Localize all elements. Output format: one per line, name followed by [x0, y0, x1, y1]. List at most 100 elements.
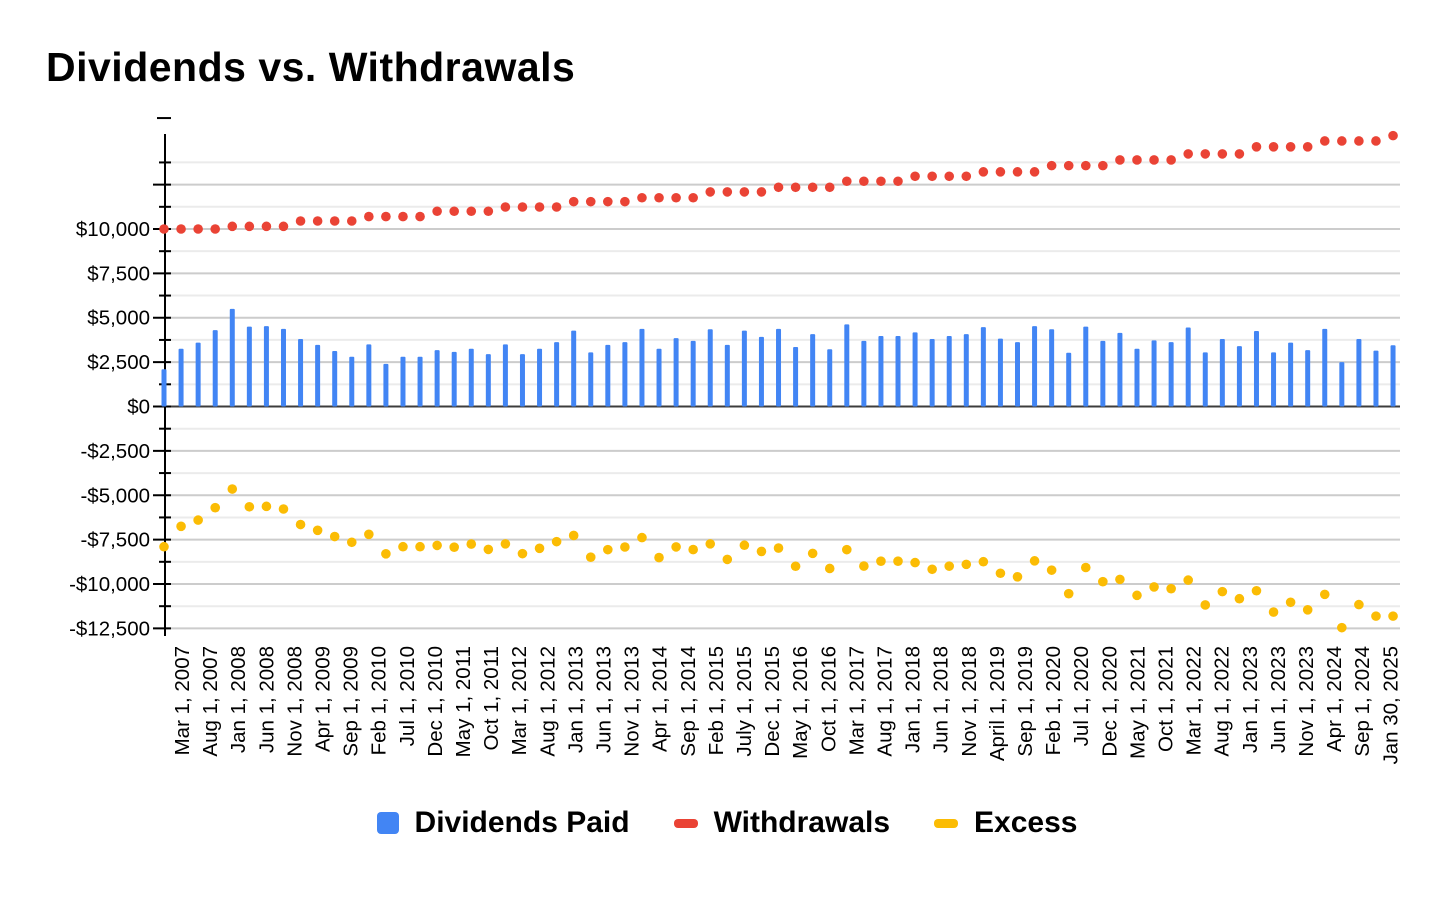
x-axis-tick-label: Feb 1, 2020 [1042, 646, 1065, 755]
excess-point [654, 552, 664, 563]
excess-point [705, 539, 716, 549]
withdrawals-point [466, 206, 477, 217]
dividends-bar [588, 352, 594, 407]
withdrawals-point [517, 202, 528, 212]
excess-point [927, 564, 937, 575]
x-axis-tick-label: Nov 1, 2008 [283, 646, 306, 757]
withdrawals-point [637, 192, 647, 203]
withdrawals-point [585, 196, 596, 207]
x-axis-tick-label: Apr 1, 2024 [1323, 646, 1346, 752]
excess-point [1029, 556, 1040, 566]
x-axis-tick-label: Aug 1, 2007 [199, 646, 222, 757]
dividends-bar [315, 344, 321, 407]
x-axis-tick-label: Mar 1, 2017 [845, 646, 868, 755]
dividends-bar [571, 330, 577, 407]
excess-point [329, 531, 340, 542]
withdrawals-point [244, 221, 255, 232]
x-axis-tick-label: Aug 1, 2012 [536, 646, 559, 757]
dividends-bar [1151, 340, 1157, 407]
dividends-bar [793, 347, 799, 407]
withdrawals-point [312, 216, 323, 226]
dividends-bar [878, 335, 884, 407]
legend-label: Excess [974, 806, 1078, 839]
withdrawals-point [603, 196, 613, 207]
legend-item-dividends-paid[interactable]: Dividends Paid [376, 806, 630, 840]
y-axis-tick-label: -$5,000 [80, 484, 150, 507]
withdrawals-point [398, 211, 408, 222]
withdrawals-point [1285, 142, 1296, 152]
excess-point [346, 537, 357, 548]
dividends-bar [1134, 348, 1140, 407]
dividends-bar [605, 344, 611, 407]
dividends-bar [468, 348, 474, 407]
excess-point [398, 541, 408, 552]
x-axis-tick-label: Jan 1, 2008 [227, 646, 250, 753]
excess-point [1063, 588, 1074, 599]
withdrawals-point [1012, 167, 1023, 177]
dividends-bar [1117, 332, 1123, 407]
dash-series-swatch-icon [673, 818, 698, 828]
excess-point [210, 502, 221, 513]
withdrawals-point [346, 216, 357, 226]
withdrawals-point [620, 196, 630, 207]
x-axis-tick-label: Jun 1, 2008 [255, 646, 278, 753]
x-axis-tick-label: Dec 1, 2010 [424, 646, 447, 757]
excess-point [1285, 597, 1296, 608]
dividends-bar [554, 342, 560, 407]
excess-point [739, 540, 750, 551]
dividends-bar [263, 326, 269, 407]
dividends-bar [741, 330, 747, 407]
excess-point [1166, 583, 1176, 594]
excess-point [1251, 585, 1262, 596]
withdrawals-point [1371, 136, 1381, 146]
excess-point [534, 543, 545, 554]
dividends-bar [1288, 342, 1294, 407]
excess-point [1354, 599, 1364, 610]
excess-point [756, 546, 767, 557]
withdrawals-point [500, 202, 511, 212]
withdrawals-point [876, 176, 886, 187]
withdrawals-point [1063, 160, 1074, 171]
withdrawals-point [1132, 155, 1142, 165]
excess-point [790, 561, 801, 572]
y-axis-tick-label: -$2,500 [80, 440, 150, 463]
dividends-bar [1219, 339, 1225, 407]
dividends-bar [417, 356, 423, 407]
dividends-bar [1202, 352, 1208, 407]
withdrawals-point [483, 206, 494, 217]
x-axis-tick-label: Nov 1, 2013 [621, 646, 644, 757]
excess-point [483, 544, 494, 555]
dividends-bar [724, 344, 730, 407]
x-axis-tick-label: Jul 1, 2010 [396, 646, 419, 746]
dividends-bar [1015, 342, 1020, 407]
withdrawals-point [1302, 142, 1313, 152]
x-axis-tick-label: Jul 1, 2020 [1070, 646, 1093, 746]
withdrawals-point [381, 211, 391, 222]
dividends-bar [537, 348, 543, 407]
x-axis-tick-label: Sep 1, 2014 [677, 646, 700, 757]
legend-item-withdrawals[interactable]: Withdrawals [673, 806, 890, 840]
withdrawals-point [1268, 142, 1279, 152]
excess-point [1012, 572, 1023, 582]
excess-point [842, 544, 852, 555]
excess-point [449, 542, 459, 552]
excess-point [1371, 611, 1381, 621]
excess-point [261, 501, 272, 512]
dividends-bar [451, 351, 457, 407]
excess-point [961, 559, 972, 570]
withdrawals-point [790, 182, 801, 193]
withdrawals-point [278, 221, 289, 232]
excess-point [1388, 611, 1398, 621]
withdrawals-point [1149, 155, 1159, 165]
dividends-bar [434, 350, 440, 407]
excess-point [1217, 586, 1228, 597]
x-axis-tick-label: Aug 1, 2017 [874, 646, 897, 757]
dividends-bar [912, 332, 918, 407]
dividends-bar [673, 338, 679, 407]
withdrawals-point [210, 224, 221, 234]
legend-item-excess[interactable]: Excess [934, 806, 1077, 840]
dividends-bar [1373, 350, 1379, 407]
dividends-bar [383, 363, 389, 407]
x-axis-tick-label: Aug 1, 2022 [1211, 646, 1234, 757]
